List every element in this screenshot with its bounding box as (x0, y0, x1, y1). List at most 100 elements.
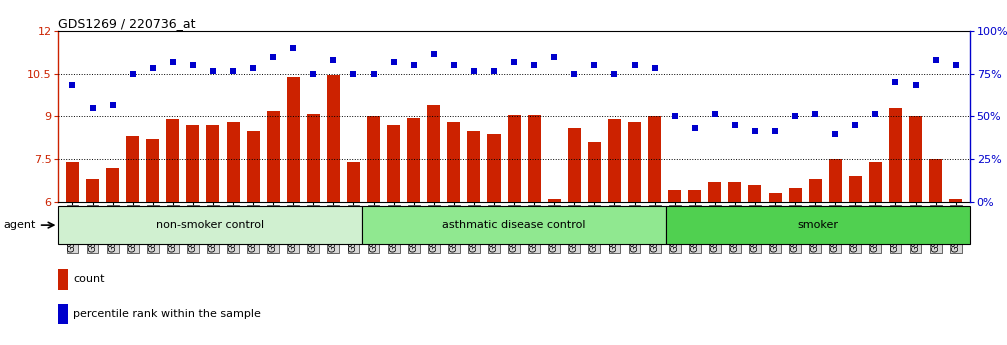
Bar (588, 142, 601, 202)
Point (606, 71, 622, 77)
Point (526, 62, 542, 68)
Bar (65, 162, 79, 202)
Bar (58, 269, 68, 290)
Bar (628, 122, 641, 202)
Point (105, 102, 121, 108)
Bar (649, 117, 662, 202)
Point (285, 45, 301, 51)
Text: count: count (74, 275, 105, 284)
Text: asthmatic disease control: asthmatic disease control (442, 220, 586, 230)
Bar (487, 134, 500, 202)
Point (406, 62, 422, 68)
Point (927, 57, 944, 62)
Point (667, 114, 683, 119)
Text: non-smoker control: non-smoker control (156, 220, 265, 230)
Bar (950, 199, 963, 202)
Text: agent: agent (3, 220, 35, 230)
Bar (869, 162, 882, 202)
Point (626, 62, 642, 68)
Point (125, 71, 141, 77)
Point (646, 65, 663, 71)
Point (747, 128, 763, 134)
Bar (447, 122, 460, 202)
FancyBboxPatch shape (666, 206, 970, 244)
Bar (227, 122, 240, 202)
FancyBboxPatch shape (58, 206, 363, 244)
Point (85, 105, 101, 111)
Bar (307, 114, 320, 202)
Point (345, 71, 362, 77)
Point (245, 65, 261, 71)
Bar (387, 125, 400, 202)
Bar (708, 182, 721, 202)
Point (165, 60, 181, 65)
Point (265, 54, 281, 59)
Bar (528, 115, 541, 202)
Bar (166, 119, 179, 202)
Point (808, 111, 824, 116)
Bar (287, 77, 300, 202)
Bar (126, 136, 139, 202)
Bar (508, 115, 521, 202)
Point (546, 54, 562, 59)
Point (225, 68, 241, 74)
Point (366, 71, 382, 77)
Point (767, 128, 783, 134)
Bar (427, 105, 440, 202)
Point (827, 131, 843, 136)
Point (486, 68, 502, 74)
Point (145, 65, 161, 71)
Bar (568, 128, 581, 202)
Bar (206, 125, 220, 202)
Bar (809, 179, 822, 202)
Point (867, 111, 883, 116)
FancyBboxPatch shape (363, 206, 666, 244)
Bar (829, 159, 842, 202)
Point (948, 62, 964, 68)
Point (386, 60, 402, 65)
Point (727, 122, 743, 128)
Point (204, 68, 221, 74)
Bar (849, 176, 862, 202)
Point (787, 114, 804, 119)
Bar (347, 162, 361, 202)
Point (847, 122, 863, 128)
Point (907, 82, 923, 88)
Bar (889, 108, 902, 202)
Text: GDS1269 / 220736_at: GDS1269 / 220736_at (58, 17, 196, 30)
Point (586, 62, 602, 68)
Point (325, 57, 341, 62)
Bar (668, 190, 681, 202)
Point (466, 68, 482, 74)
Bar (407, 118, 420, 202)
Text: smoker: smoker (798, 220, 839, 230)
Point (566, 71, 582, 77)
Point (64, 82, 81, 88)
Point (707, 111, 723, 116)
Point (446, 62, 462, 68)
Bar (367, 117, 380, 202)
Bar (748, 185, 761, 202)
Point (305, 71, 321, 77)
Bar (247, 131, 260, 202)
Bar (267, 111, 280, 202)
Bar (788, 188, 802, 202)
Text: percentile rank within the sample: percentile rank within the sample (74, 309, 261, 319)
Bar (608, 119, 621, 202)
Bar (688, 190, 701, 202)
Point (887, 80, 903, 85)
Bar (106, 168, 119, 202)
Bar (186, 125, 199, 202)
Bar (768, 193, 781, 202)
Bar (146, 139, 159, 202)
Bar (909, 117, 922, 202)
Bar (327, 75, 340, 202)
Bar (86, 179, 99, 202)
Bar (929, 159, 943, 202)
Bar (548, 199, 561, 202)
Point (426, 51, 442, 57)
Bar (58, 304, 68, 324)
Point (185, 62, 201, 68)
Bar (467, 131, 480, 202)
Point (506, 60, 522, 65)
